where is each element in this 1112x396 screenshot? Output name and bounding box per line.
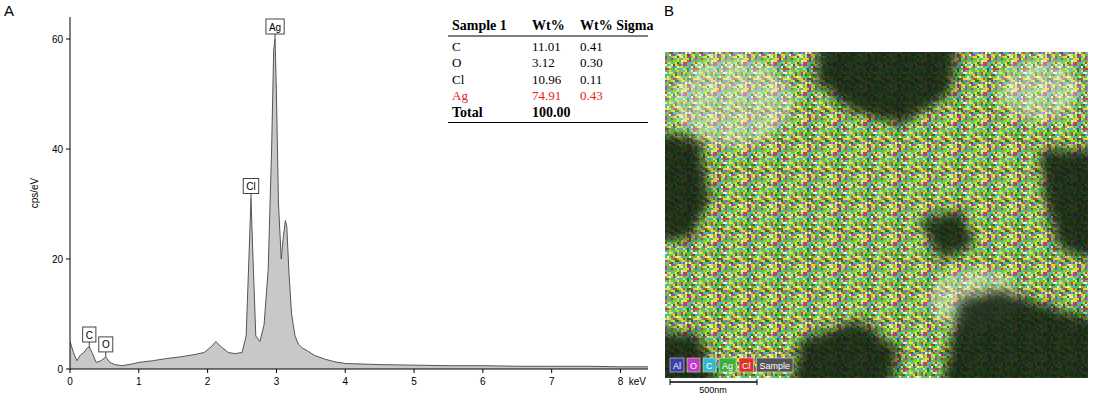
scale-bar-end [757, 379, 758, 385]
x-tick-label: 0 [67, 376, 73, 387]
peak-label-box [99, 337, 113, 352]
map-dark-region [665, 330, 720, 378]
table-rule [448, 35, 648, 36]
x-tick [276, 369, 277, 373]
x-tick-label: 1 [136, 376, 142, 387]
x-tick-label: 6 [480, 376, 486, 387]
table-cell: 0.43 [580, 88, 603, 103]
table-cell: O [452, 55, 461, 70]
peak-label-box [266, 19, 284, 34]
table-cell: 0.41 [580, 39, 603, 54]
peak-leader [89, 342, 90, 347]
y-tick [66, 259, 70, 260]
map-legend-swatch [670, 358, 684, 372]
table-cell: 3.12 [532, 55, 555, 70]
map-legend-swatch [687, 358, 700, 372]
table-rule [448, 122, 648, 123]
peak-label: Ag [269, 22, 281, 33]
map-bright-region [672, 56, 792, 146]
peak-label-box [83, 327, 96, 342]
map-legend-label: Cl [742, 361, 751, 371]
table-cell: 74.91 [532, 88, 561, 103]
figure: AB0123456780204060keVcps/eVCOClAgSample … [0, 0, 1112, 396]
y-tick [66, 39, 70, 40]
panel-label: A [4, 2, 14, 19]
table-total: Total [452, 105, 483, 120]
panel-label: B [664, 2, 674, 19]
x-tick [207, 369, 208, 373]
map-sample-label: Sample [760, 361, 791, 371]
map-dark-region [815, 52, 960, 125]
x-tick-label: 7 [549, 376, 555, 387]
x-tick [70, 369, 71, 373]
spectrum-area [70, 39, 648, 369]
map-legend-label: Al [673, 361, 681, 371]
x-tick [414, 369, 415, 373]
map-dark-region [665, 130, 710, 240]
x-tick [620, 369, 621, 373]
peak-label: O [102, 339, 110, 350]
map-image [665, 52, 1088, 378]
table-cell: Ag [452, 88, 468, 103]
plot-area [70, 39, 648, 369]
x-tick [345, 369, 346, 373]
x-tick-label: 3 [274, 376, 280, 387]
y-tick-label: 20 [52, 254, 64, 265]
spectrum-line [70, 39, 648, 367]
x-tick-label: 4 [342, 376, 348, 387]
y-tick-label: 0 [57, 364, 63, 375]
peak-label: C [86, 330, 93, 341]
x-tick-label: 8 [618, 376, 624, 387]
map-legend-swatch [719, 358, 736, 372]
scale-bar-end [670, 379, 671, 385]
x-tick-label: 5 [411, 376, 417, 387]
peak-label-box [243, 179, 258, 194]
y-tick [66, 149, 70, 150]
table-header: Wt% Sigma [580, 18, 654, 33]
y-axis [70, 17, 71, 369]
x-tick [551, 369, 552, 373]
table-cell: 0.11 [580, 72, 602, 87]
map-dark-region [790, 320, 900, 378]
map-dark-region [920, 210, 975, 260]
x-tick-label: 2 [205, 376, 211, 387]
table-cell: C [452, 39, 461, 54]
x-axis-title: keV [629, 376, 647, 387]
y-tick [66, 369, 70, 370]
map-dark-region [940, 290, 1088, 378]
table-cell: Cl [452, 72, 465, 87]
y-tick-label: 40 [52, 144, 64, 155]
map-sample-box [757, 358, 794, 372]
x-axis [70, 369, 648, 370]
map-legend-label: Ag [722, 361, 733, 371]
scale-bar-label: 500nm [699, 385, 727, 395]
x-tick [138, 369, 139, 373]
x-tick [482, 369, 483, 373]
map-legend-label: O [690, 361, 697, 371]
peak-label: Cl [246, 181, 255, 192]
table-cell: 11.01 [532, 39, 561, 54]
table-total: 100.00 [532, 105, 571, 120]
map-dark-region [1040, 150, 1088, 260]
peak-leader [250, 194, 251, 199]
y-axis-title: cps/eV [29, 177, 40, 208]
peak-leader [105, 352, 106, 357]
table-header: Wt% [532, 18, 565, 33]
table-header: Sample 1 [452, 18, 507, 33]
map-bright-region [1000, 60, 1080, 120]
peak-leader [275, 34, 276, 39]
y-tick-label: 60 [52, 34, 64, 45]
map-legend-label: C [706, 361, 713, 371]
table-cell: 0.30 [580, 55, 603, 70]
map-legend-swatch [739, 358, 754, 372]
map-legend-swatch [703, 358, 716, 372]
table-cell: 10.96 [532, 72, 562, 87]
scale-bar [670, 381, 757, 383]
